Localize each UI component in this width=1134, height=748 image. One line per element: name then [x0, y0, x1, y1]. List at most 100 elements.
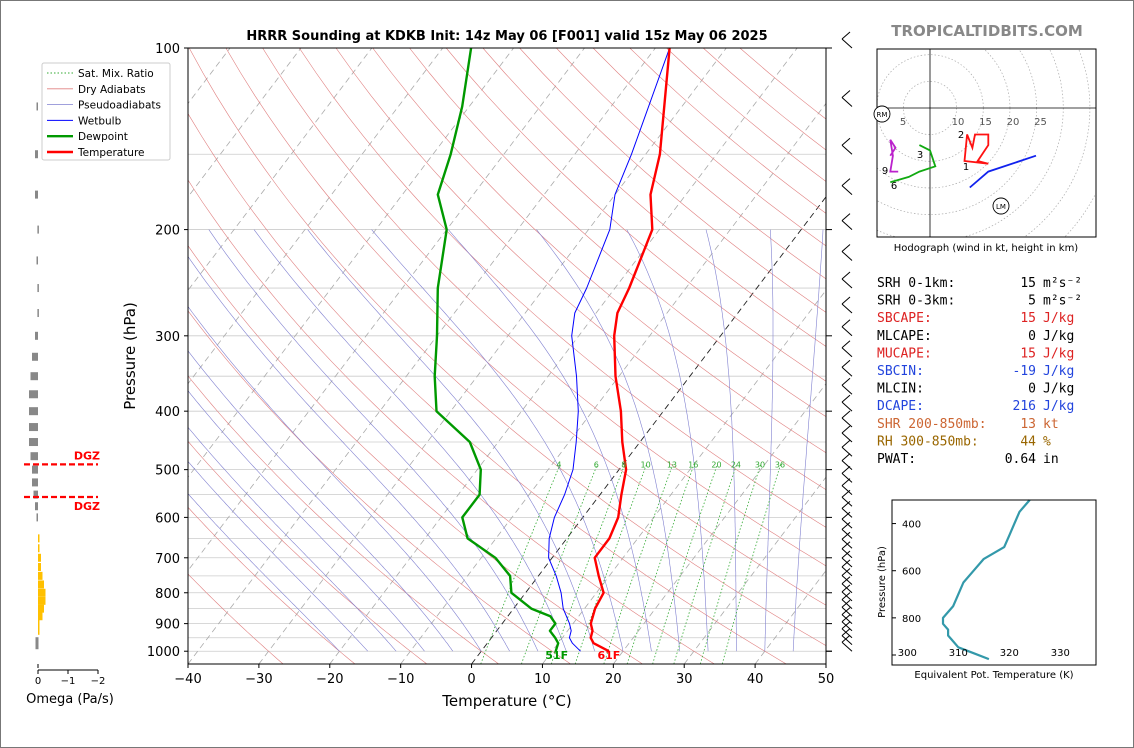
pseudoadiabat — [448, 229, 652, 652]
parameter-value: 44 — [1020, 434, 1036, 449]
omega-bar — [38, 596, 46, 605]
theta-e-profile — [941, 499, 1031, 661]
chart-title: HRRR Sounding at KDKB Init: 14z May 06 [… — [246, 29, 767, 44]
omega-bar — [38, 588, 46, 597]
theta-e-x-label: Equivalent Pot. Temperature (K) — [914, 670, 1073, 681]
wind-barb-staff — [841, 446, 853, 457]
wind-barb-staff — [841, 508, 853, 518]
omega-bar — [38, 553, 41, 562]
legend-entry: Pseudoadiabats — [78, 100, 161, 112]
parameter-value: 15 — [1020, 346, 1036, 361]
isotherm--90 — [188, 48, 302, 198]
isotherm--20 — [329, 48, 798, 664]
parameter-value: 0.64 — [1005, 452, 1036, 467]
mixing-ratio-line — [721, 464, 782, 664]
omega-tick-label: −2 — [91, 676, 106, 687]
wind-barb-staff — [841, 557, 853, 568]
parameter-value: 15 — [1020, 311, 1036, 326]
theta-e-y-label: Pressure (hPa) — [877, 546, 888, 618]
temperature-profile — [589, 48, 671, 653]
parameter-label: RH 300-850mb: — [877, 434, 979, 449]
omega-bar — [38, 612, 43, 621]
wind-barb-staff — [841, 278, 853, 289]
omega-bar — [29, 423, 38, 432]
wind-barb-flag — [841, 576, 851, 585]
pseudoadiabat — [188, 493, 340, 652]
wind-barb-flag — [841, 541, 851, 550]
y-tick-label: 400 — [155, 405, 180, 420]
wind-barb-staff — [841, 641, 853, 652]
wind-barb-flag — [841, 359, 851, 368]
wind-barb-flag — [841, 296, 851, 305]
wind-barb-staff — [841, 528, 853, 539]
wind-barb-flag — [841, 271, 851, 280]
omega-bar — [38, 571, 43, 580]
omega-bar — [38, 619, 40, 628]
parameter-value: 5 — [1028, 294, 1036, 309]
omega-bar — [36, 256, 38, 265]
mixing-ratio-line — [521, 464, 598, 664]
parameters-table: SRH 0-1km: 15 m²s⁻² SRH 0-3km: 5 m²s⁻² SBCAPE:… — [877, 276, 1082, 467]
watermark: TROPICALTIDBITS.COM — [891, 22, 1083, 40]
mixing-ratio-label: 6 — [594, 461, 599, 470]
hodograph-ring-label: 5 — [900, 117, 906, 128]
dry-adiabat — [188, 310, 571, 664]
surface-temperature-label: 61F — [597, 649, 620, 662]
wind-barb-staff — [841, 347, 853, 358]
y-tick-label: 600 — [155, 511, 180, 526]
omega-bar — [30, 372, 38, 381]
wind-barb-staff — [841, 485, 853, 495]
wind-barb-flag — [841, 568, 851, 576]
theta-e-y-tick-label: 600 — [902, 567, 921, 578]
isotherm--30 — [258, 48, 727, 664]
parameter-unit: J/kg — [1043, 329, 1074, 344]
wetbulb-profile — [548, 48, 671, 652]
storm-motion-marker — [992, 197, 1010, 215]
isotherm-10 — [542, 289, 826, 664]
parameter-label: SRH 0-3km: — [877, 294, 955, 309]
dgz-label: DGZ — [74, 449, 100, 462]
wind-barb-flag — [841, 521, 851, 530]
x-tick-label: 50 — [818, 672, 835, 687]
dry-adiabat — [188, 440, 428, 664]
omega-axis-label: Omega (Pa/s) — [26, 692, 114, 707]
hodograph-frame — [876, 48, 1097, 238]
parameter-unit: kt — [1043, 417, 1059, 432]
isotherm--70 — [188, 48, 444, 385]
omega-bar — [35, 502, 38, 511]
pseudoadiabat — [371, 229, 624, 652]
mixing-ratio-line — [652, 464, 718, 664]
isotherm--80 — [188, 48, 373, 291]
omega-bar — [38, 626, 40, 635]
storm-motion-marker — [873, 105, 891, 123]
omega-bar — [32, 352, 38, 361]
omega-tick-label: −1 — [61, 676, 76, 687]
hodograph: 5 10 15 20 25 1 2 3 69 RM LM Hodograph (wind in kt,… — [873, 48, 1097, 254]
y-tick-label: 700 — [155, 552, 180, 567]
dry-adiabat — [188, 573, 284, 664]
hodograph-height-label: 2 — [958, 130, 964, 141]
hodograph-height-label: 6 — [891, 181, 897, 192]
pseudoadiabat — [253, 229, 567, 652]
legend-entry: Dry Adiabats — [78, 84, 146, 96]
omega-bar — [29, 407, 38, 416]
wind-barb-staff — [841, 628, 853, 639]
pseudoadiabat — [188, 306, 482, 652]
pseudoadiabat — [188, 460, 369, 652]
theta-e-x-tick-label: 300 — [898, 648, 917, 659]
wind-barb-flag — [841, 592, 851, 601]
hodograph-title: Hodograph (wind in kt, height in km) — [894, 243, 1079, 254]
hodograph-ring-label: 15 — [979, 117, 992, 128]
wind-barb-flag — [841, 340, 851, 349]
dry-adiabat — [335, 48, 826, 491]
pseudoadiabat — [307, 229, 595, 652]
pseudoadiabat — [705, 229, 737, 652]
hodograph-height-label: 1 — [963, 162, 969, 173]
wind-barb-staff — [841, 496, 853, 507]
mixing-ratio-label: 30 — [755, 461, 765, 470]
pseudoadiabat — [536, 229, 680, 652]
dry-adiabat — [188, 375, 499, 664]
omega-bar — [32, 465, 38, 474]
x-tick-label: 30 — [676, 672, 693, 687]
